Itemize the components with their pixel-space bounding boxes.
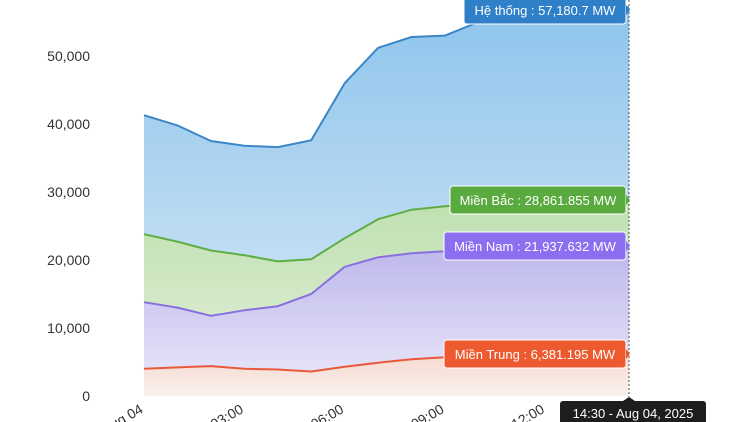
y-tick-label: 20,000	[47, 252, 90, 268]
tooltip-3: Miền Trung : 6,381.195 MW	[443, 339, 630, 369]
crosshair-label-box	[560, 401, 706, 422]
tooltip-text: Hệ thống : 57,180.7 MW	[475, 3, 617, 18]
tooltip-1: Miền Bắc : 28,861.855 MW	[449, 185, 630, 215]
tooltip-pointer	[626, 241, 630, 251]
x-axis: Aug 04 03:00 06:00 09:00 12:00	[99, 401, 547, 422]
x-tick-label: 12:00	[509, 401, 548, 422]
x-tick-label: 09:00	[408, 401, 447, 422]
tooltip-pointer	[626, 195, 630, 205]
x-tick-label: 06:00	[308, 401, 347, 422]
tooltip-0: Hệ thống : 57,180.7 MW	[463, 0, 630, 25]
tooltip-pointer	[626, 349, 630, 359]
y-tick-label: 0	[82, 388, 90, 404]
crosshair-label-pointer	[623, 397, 635, 401]
y-tick-label: 30,000	[47, 184, 90, 200]
y-tick-label: 50,000	[47, 48, 90, 64]
tooltip-text: Miền Nam : 21,937.632 MW	[454, 239, 617, 254]
tooltip-text: Miền Bắc : 28,861.855 MW	[460, 193, 618, 208]
crosshair-label: 14:30 - Aug 04, 2025	[560, 397, 706, 422]
tooltips: Hệ thống : 57,180.7 MW Miền Bắc : 28,861.…	[443, 0, 630, 369]
tooltip-2: Miền Nam : 21,937.632 MW	[443, 231, 630, 261]
crosshair-label-text: 14:30 - Aug 04, 2025	[573, 406, 694, 421]
y-tick-label: 40,000	[47, 116, 90, 132]
tooltip-pointer	[626, 5, 630, 15]
y-tick-label: 10,000	[47, 320, 90, 336]
tooltip-text: Miền Trung : 6,381.195 MW	[455, 347, 616, 362]
y-axis: 0 10,000 20,000 30,000 40,000 50,000	[47, 48, 90, 404]
x-tick-label: 03:00	[207, 401, 246, 422]
x-tick-label: Aug 04	[99, 401, 146, 422]
